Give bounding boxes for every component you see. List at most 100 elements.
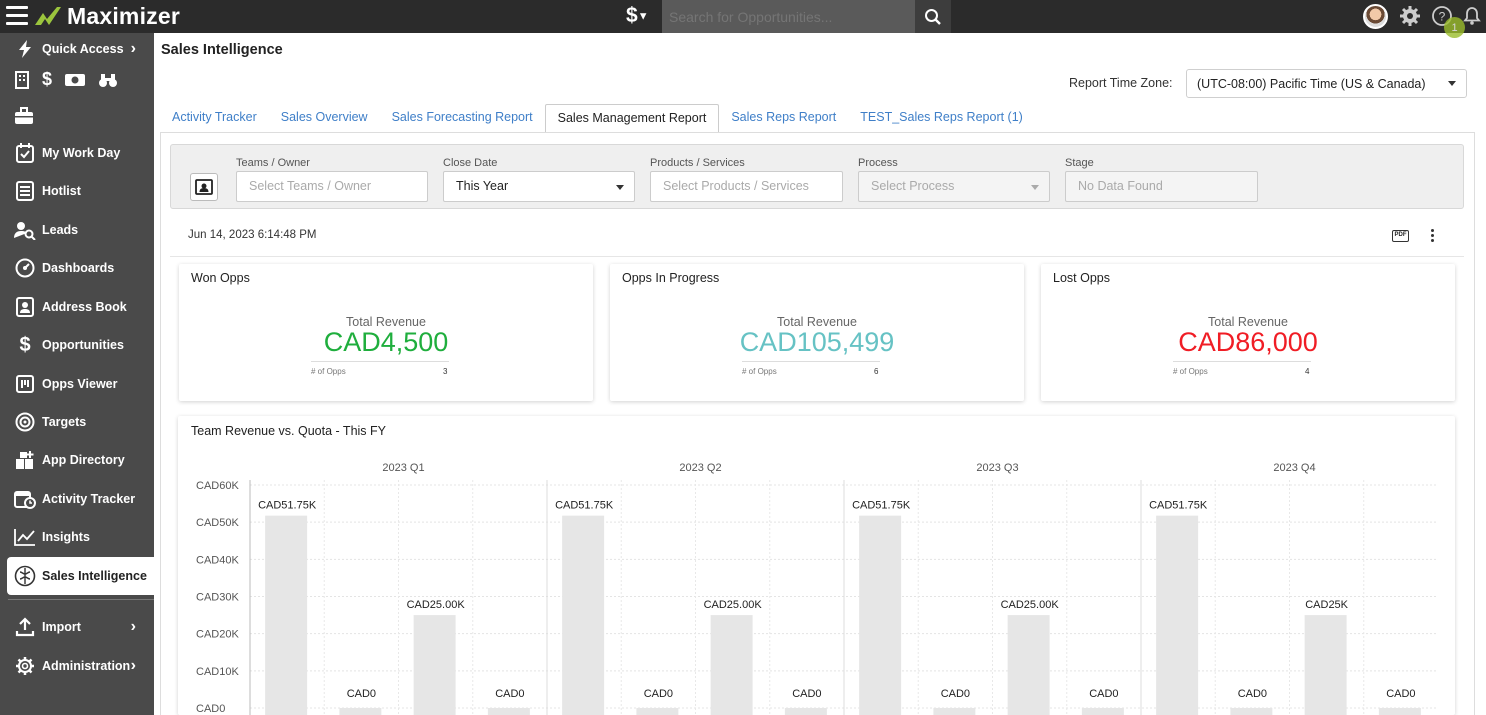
search-icon (925, 8, 941, 25)
sidebar-item-insights[interactable]: Insights (0, 518, 154, 556)
app-logo[interactable]: Maximizer (33, 3, 180, 29)
process-select[interactable]: Select Process (858, 171, 1050, 202)
top-bar: Maximizer $▼ ? 1 (0, 0, 1486, 38)
y-tick-label: CAD60K (196, 480, 239, 492)
sidebar-item-targets[interactable]: Targets (0, 403, 154, 441)
avatar[interactable] (1363, 4, 1388, 29)
y-tick-label: CAD0 (196, 703, 225, 715)
search-input[interactable] (662, 0, 915, 33)
process-value: Select Process (871, 179, 955, 193)
bar-data-label: CAD25K (1305, 599, 1348, 611)
products-services-input[interactable]: Select Products / Services (650, 171, 843, 202)
notification-bell-icon[interactable] (1460, 4, 1484, 28)
card-title: Lost Opps (1053, 271, 1110, 285)
card-divider (1173, 361, 1311, 362)
y-tick-label: CAD40K (196, 554, 239, 566)
bar-data-label: CAD0 (1386, 688, 1415, 700)
sidebar-item-sales-intelligence[interactable]: Sales Intelligence (7, 557, 154, 595)
card-opps-count: 4 (1305, 367, 1310, 376)
bar (339, 708, 382, 715)
card-opps-label: # of Opps (1173, 367, 1208, 376)
sidebar-divider (8, 599, 154, 600)
bar (1378, 708, 1421, 715)
pdf-export-icon[interactable]: PDF (1392, 230, 1409, 242)
tab-sales-overview[interactable]: Sales Overview (280, 110, 368, 124)
divider (170, 256, 1464, 257)
more-options-icon[interactable] (1431, 229, 1435, 243)
tab-sales-reps-report[interactable]: Sales Reps Report (731, 110, 837, 124)
sidebar: Quick Access › $ My Work Day Hotlist Lea… (0, 33, 154, 715)
teams-owner-input[interactable]: Select Teams / Owner (236, 171, 428, 202)
briefcase-icon[interactable] (14, 107, 34, 130)
tab-activity-tracker[interactable]: Activity Tracker (172, 110, 257, 124)
bar (636, 708, 679, 715)
apps-icon (14, 449, 36, 471)
sidebar-item-import[interactable]: Import › (0, 608, 154, 646)
hamburger-menu-icon[interactable] (6, 6, 28, 26)
timezone-select[interactable]: (UTC-08:00) Pacific Time (US & Canada) (1186, 69, 1467, 98)
y-tick-label: CAD30K (196, 592, 239, 604)
close-date-label: Close Date (443, 157, 498, 169)
search-button[interactable] (915, 0, 951, 33)
bar-data-label: CAD0 (792, 688, 821, 700)
sidebar-item-leads[interactable]: Leads (0, 211, 154, 249)
group-label: 2023 Q3 (976, 462, 1018, 474)
quick-access-icons: $ (14, 69, 118, 90)
sidebar-item-label: Activity Tracker (42, 492, 136, 506)
sidebar-item-opportunities[interactable]: $ Opportunities (0, 326, 154, 364)
sidebar-item-activity-tracker[interactable]: Activity Tracker (0, 480, 154, 518)
stage-input[interactable]: No Data Found (1065, 171, 1258, 202)
line-chart-icon (14, 526, 36, 548)
team-revenue-chart-card: Team Revenue vs. Quota - This FY CAD60K C… (178, 416, 1455, 715)
sidebar-item-label: Insights (42, 530, 90, 544)
bar-data-label: CAD0 (1238, 688, 1267, 700)
tab-sales-management-report[interactable]: Sales Management Report (544, 104, 720, 133)
card-value: CAD86,000 (1178, 327, 1318, 357)
tab-sales-forecasting-report[interactable]: Sales Forecasting Report (391, 110, 533, 124)
contact-filter-icon[interactable] (190, 173, 218, 201)
dollar-icon: $ (19, 333, 31, 356)
teams-owner-label: Teams / Owner (236, 157, 310, 169)
bar-data-label: CAD51.75K (555, 500, 614, 512)
cash-icon[interactable] (64, 72, 86, 88)
sidebar-item-administration[interactable]: Administration › (0, 647, 154, 685)
sidebar-item-my-work-day[interactable]: My Work Day (0, 134, 154, 172)
bar (710, 615, 753, 715)
help-icon[interactable]: ? (1430, 4, 1454, 28)
dollar-icon[interactable]: $ (42, 69, 53, 89)
entity-switch-button[interactable]: $▼ (626, 4, 649, 27)
person-search-icon (14, 219, 36, 241)
building-icon[interactable] (14, 70, 30, 89)
bar (413, 615, 456, 715)
products-services-label: Products / Services (650, 157, 745, 169)
viewer-icon (14, 373, 36, 395)
group-label: 2023 Q4 (1273, 462, 1315, 474)
gauge-icon (14, 257, 36, 279)
close-date-select[interactable]: This Year (443, 171, 635, 202)
contact-card-icon (14, 296, 36, 318)
y-tick-label: CAD10K (196, 666, 239, 678)
card-opps-label: # of Opps (311, 367, 346, 376)
sidebar-item-hotlist[interactable]: Hotlist (0, 172, 154, 210)
tab-test-sales-reps-report[interactable]: TEST_Sales Reps Report (1) (860, 110, 1023, 124)
bar (1081, 708, 1124, 715)
binoculars-icon[interactable] (98, 72, 118, 88)
notification-badge: 1 (1444, 17, 1465, 38)
card-opps-count: 3 (443, 367, 448, 376)
timezone-value: (UTC-08:00) Pacific Time (US & Canada) (1197, 77, 1426, 91)
list-icon (14, 180, 36, 202)
sidebar-item-app-directory[interactable]: App Directory (0, 441, 154, 479)
sidebar-item-dashboards[interactable]: Dashboards (0, 249, 154, 287)
bar-data-label: CAD51.75K (1149, 500, 1208, 512)
sidebar-item-address-book[interactable]: Address Book (0, 288, 154, 326)
stage-label: Stage (1065, 157, 1094, 169)
maximizer-logo-icon (35, 7, 61, 25)
chevron-right-icon: › (130, 40, 136, 57)
filter-bar: Teams / Owner Select Teams / Owner Close… (170, 144, 1464, 209)
app-name: Maximizer (67, 2, 181, 29)
dropdown-arrow-icon (1448, 81, 1456, 86)
sidebar-item-opps-viewer[interactable]: Opps Viewer (0, 365, 154, 403)
settings-gear-icon[interactable] (1398, 4, 1422, 28)
lightning-icon (14, 38, 36, 60)
sidebar-item-quick-access[interactable]: Quick Access › (0, 30, 154, 68)
